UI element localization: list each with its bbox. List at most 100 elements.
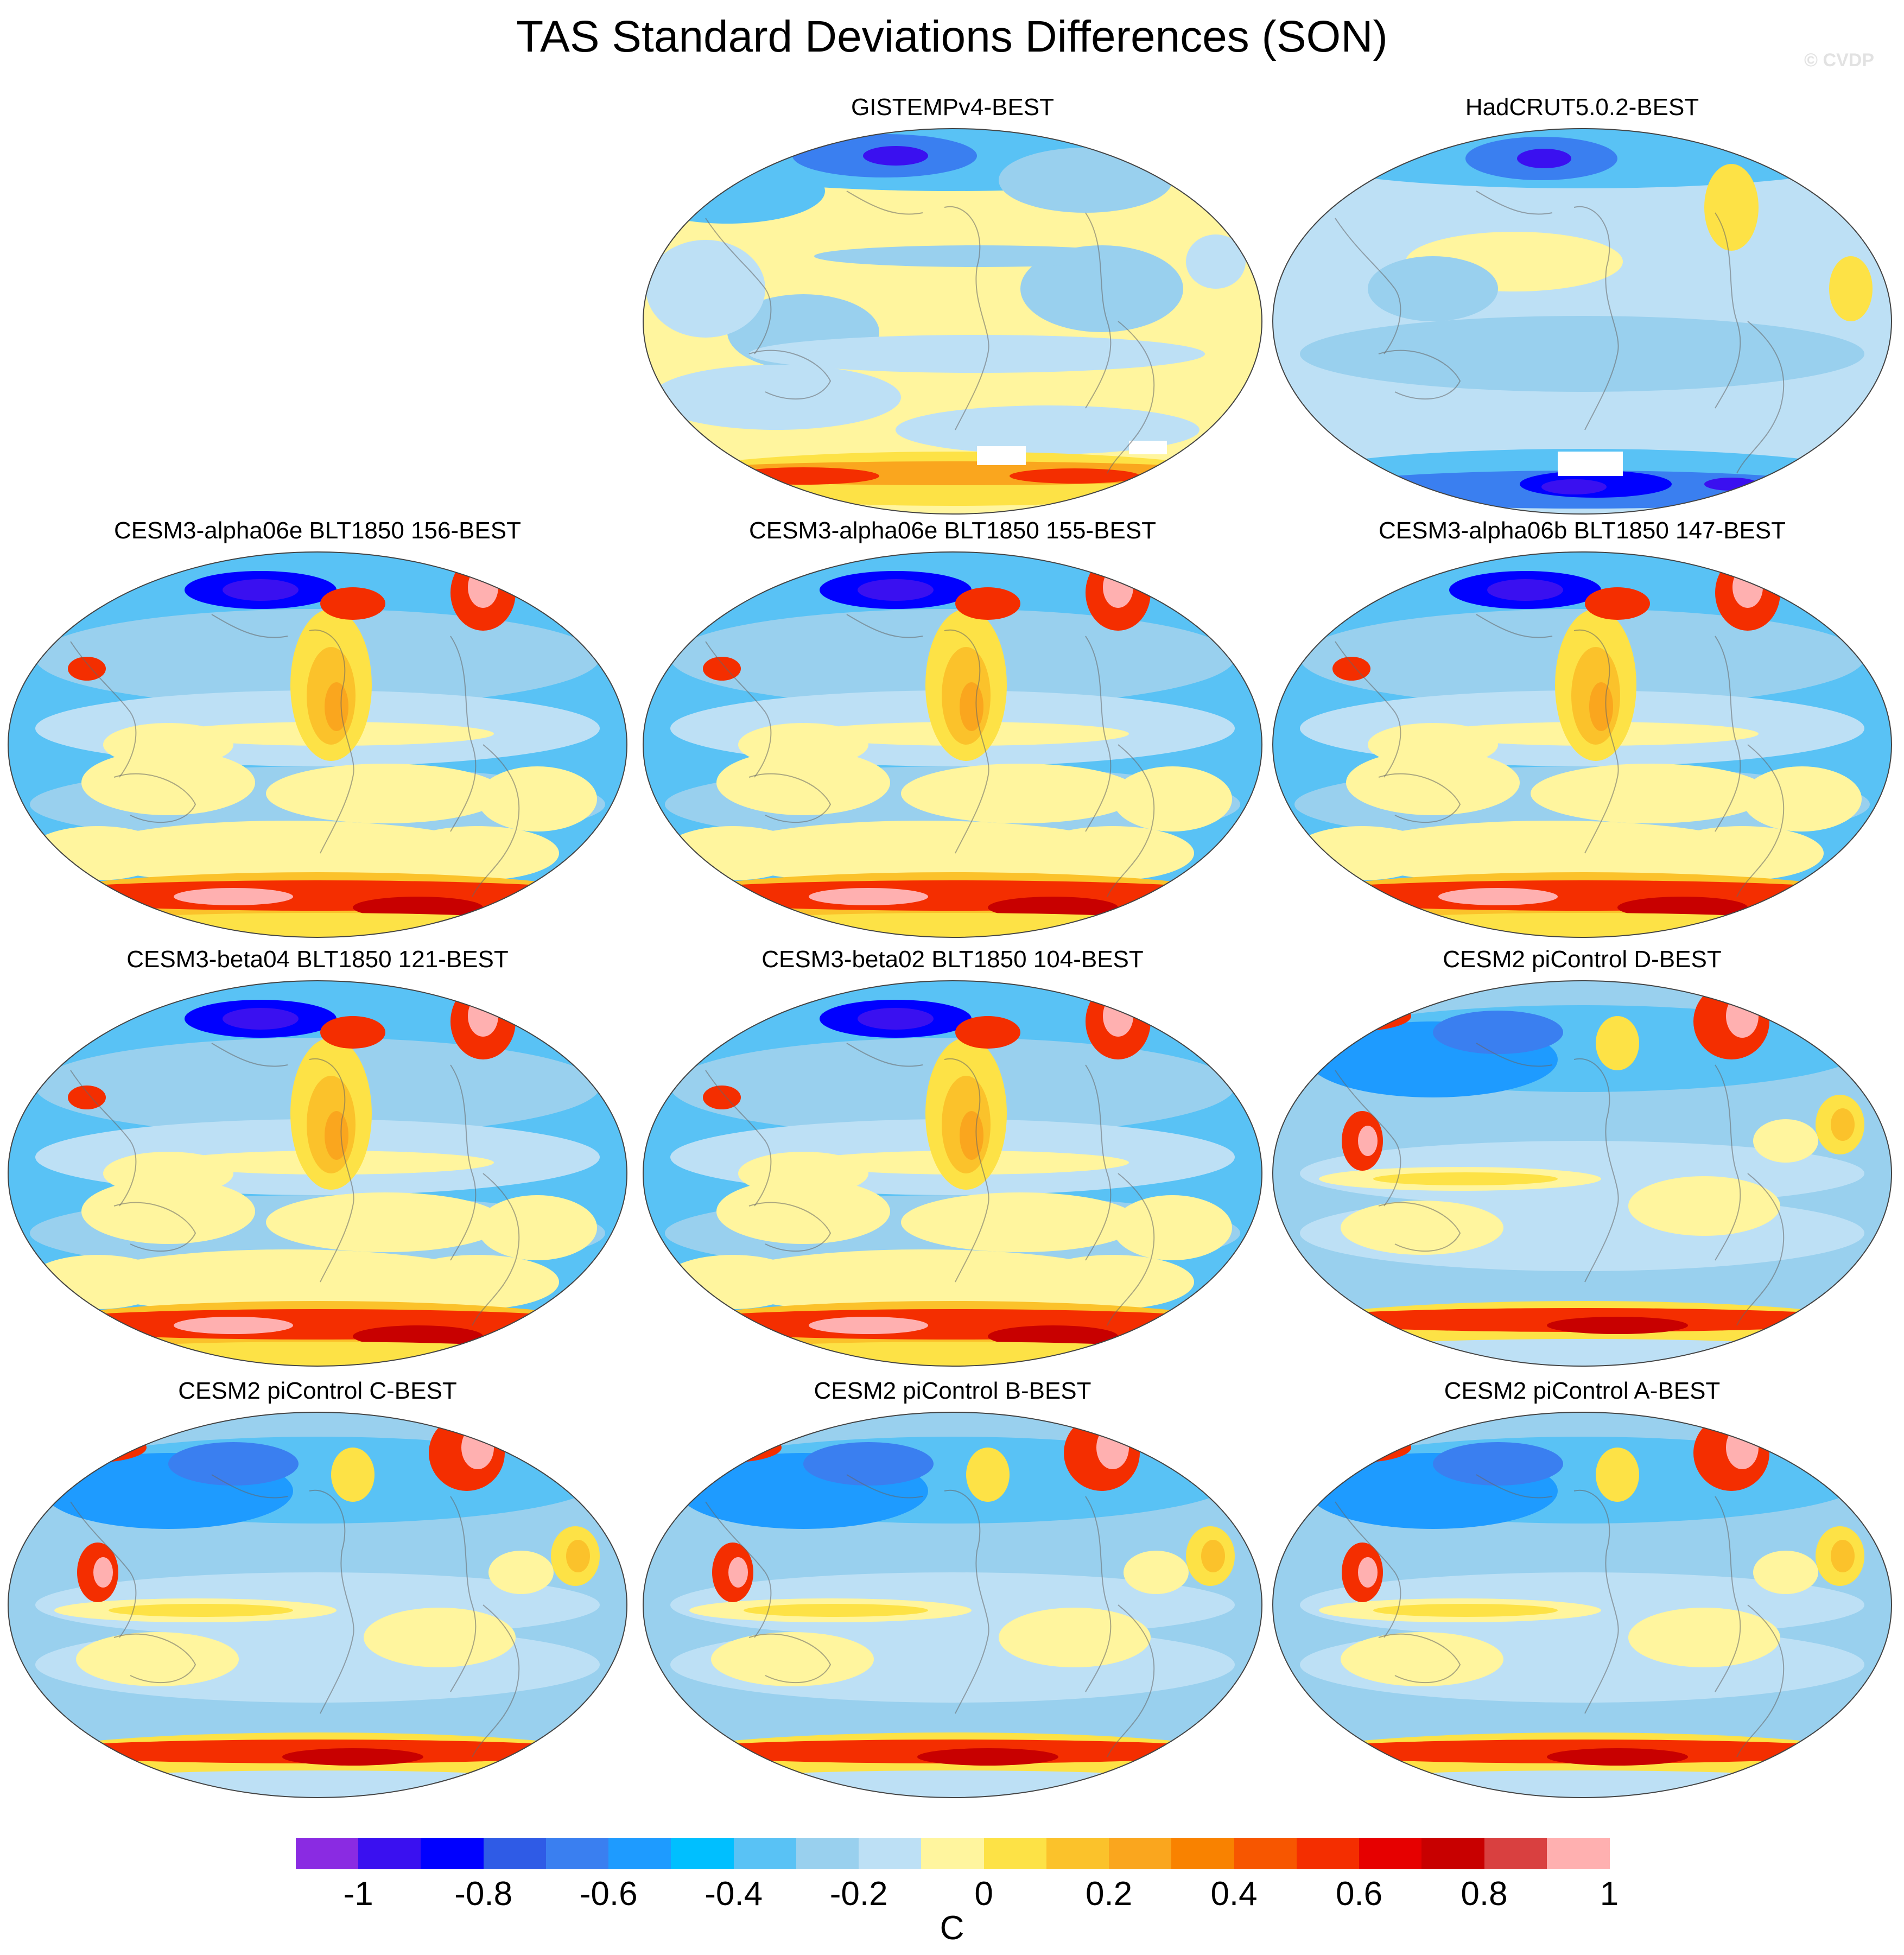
anomaly-contour [1373,1604,1558,1617]
coastline [944,1489,989,1714]
anomaly-contour [1726,1426,1759,1469]
anomaly-contour [1341,1632,1503,1686]
anomaly-contour [364,1608,516,1667]
robinson-map [8,980,627,1367]
anomaly-contour [38,986,92,1013]
map-outline [1272,1412,1892,1798]
map-panel: CESM2 piControl A-BEST [1265,1376,1900,1810]
map-outline [1272,980,1892,1367]
anomaly-contour [716,1179,890,1244]
coastline [705,641,772,778]
panel-title: CESM2 piControl D-BEST [1443,946,1722,973]
anomaly-contour [1010,468,1140,484]
anomaly-contour [809,888,928,905]
anomaly-contour [27,826,168,880]
anomaly-contour [692,992,719,1007]
anomaly-contour [711,1632,874,1686]
anomaly-contour [960,682,983,731]
coastline [1476,191,1553,215]
coastline [1107,1604,1155,1757]
coastline [748,1633,832,1684]
colorbar-tick-label: -0.4 [705,1875,763,1913]
map-outline [1272,551,1892,938]
anomaly-contour [325,1111,348,1160]
anomaly-contour [325,682,348,731]
anomaly-contour [1753,1551,1818,1594]
colorbar-swatch [1484,1838,1547,1869]
coastline [211,1043,288,1067]
coastline [450,636,477,832]
anomaly-contour [716,750,890,815]
coastline [1476,1474,1553,1499]
coastline [846,191,923,215]
anomaly-contour [81,1179,255,1244]
colorbar-tick-labels: -1 -0.8 -0.6 -0.4 -0.2 0 0.2 0.4 0.6 0.8 1 [296,1875,1619,1913]
coastline [1107,1173,1155,1326]
anomaly-contour [673,557,727,585]
map-outline [643,1412,1262,1798]
coastline [1085,1496,1112,1692]
map-field [643,981,1262,1366]
coastline [748,773,832,823]
colorbar-tick-label: 0.2 [1085,1875,1133,1913]
anomaly-contour [1831,1108,1855,1141]
coastline [1476,1043,1553,1067]
anomaly-contour [1346,821,1759,886]
anomaly-contour [81,821,494,886]
coastline [1378,773,1461,823]
anomaly-contour [814,245,1140,267]
colorbar-swatch [796,1838,859,1869]
coastline [748,350,832,400]
anomaly-contour [1585,587,1650,620]
anomaly-contour [1096,1426,1129,1469]
anomaly-contour [727,467,879,485]
anomaly-contour [960,1111,983,1160]
map-panel: CESM2 piControl C-BEST [0,1376,635,1810]
coastline [748,1202,832,1252]
anomaly-contour [681,1770,1224,1798]
map-outline [8,980,627,1367]
coastline [472,1604,520,1757]
panel-title: CESM3-alpha06e BLT1850 155-BEST [748,517,1157,544]
coastline [309,1489,354,1714]
colorbar-swatch [1046,1838,1109,1869]
anomaly-contour [488,1551,554,1594]
anomaly-contour [46,1770,589,1798]
anomaly-contour [1628,1608,1780,1667]
anomaly-contour [57,992,84,1007]
colorbar-swatch [1109,1838,1172,1869]
coastline [450,1064,477,1261]
anomaly-contour [744,1604,928,1617]
anomaly-contour [1186,234,1246,289]
coastline [1736,1173,1785,1326]
anomaly-contour [478,766,597,831]
coastline [1085,212,1112,409]
anomaly-contour [282,1748,423,1766]
missing-data-region [1558,452,1623,476]
robinson-map [643,128,1262,515]
anomaly-contour [1341,1201,1503,1255]
anomaly-contour [353,1325,483,1347]
anomaly-contour [863,146,928,166]
anomaly-contour [1303,557,1357,585]
anomaly-contour [1358,1126,1378,1156]
colorbar-swatch [296,1838,359,1869]
robinson-map [8,1412,627,1798]
anomaly-contour [738,723,868,766]
panel-title: CESM3-alpha06e BLT1850 156-BEST [113,517,522,544]
anomaly-contour [461,1426,494,1469]
colorbar-tick-label: 0.6 [1335,1875,1383,1913]
anomaly-contour [662,1255,803,1309]
colorbar-swatch [483,1838,547,1869]
anomaly-contour [27,1255,168,1309]
coastline [1085,636,1112,832]
coastline [211,614,288,638]
map-outline [8,1412,627,1798]
anomaly-contour [478,1195,597,1260]
anomaly-contour [703,657,741,681]
colorbar [296,1838,1610,1869]
anomaly-contour [670,913,1235,937]
colorbar-tick-label: -0.6 [579,1875,638,1913]
coastline [1736,744,1785,897]
anomaly-contour [1103,567,1133,608]
